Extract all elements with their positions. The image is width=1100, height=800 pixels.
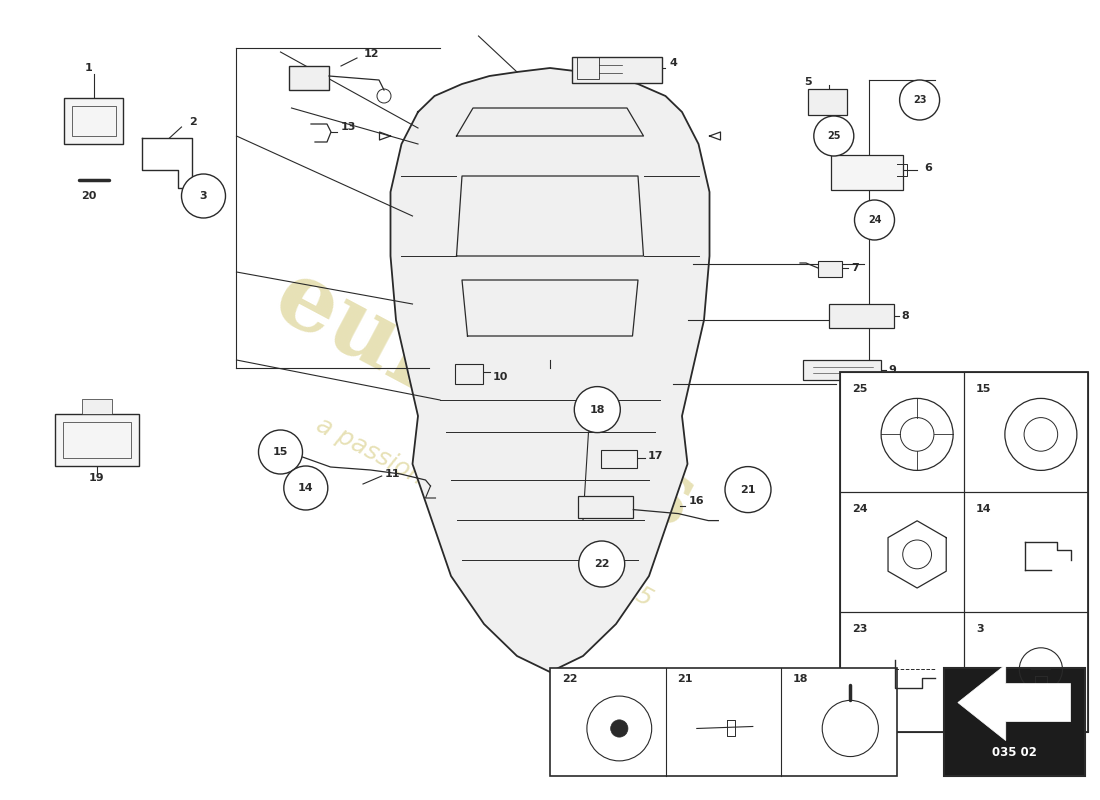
Text: 19: 19 (89, 473, 104, 483)
Text: 25: 25 (827, 131, 840, 141)
Text: 6: 6 (924, 163, 932, 173)
Text: 4: 4 (669, 58, 676, 68)
Polygon shape (390, 68, 710, 672)
Text: 16: 16 (689, 495, 704, 506)
Text: 20: 20 (80, 191, 96, 201)
Text: 17: 17 (648, 451, 663, 462)
Text: 13: 13 (341, 122, 356, 132)
Bar (601, 450, 637, 469)
Bar (81, 399, 112, 414)
Text: 035 02: 035 02 (992, 746, 1036, 758)
Text: 5: 5 (805, 77, 812, 87)
Bar (818, 261, 842, 277)
Text: 15: 15 (273, 447, 288, 457)
Bar (830, 155, 903, 190)
Bar (840, 372, 964, 492)
Text: 3: 3 (200, 191, 207, 201)
Bar (63, 422, 131, 458)
Bar (55, 414, 139, 466)
Bar (803, 359, 881, 379)
Text: 14: 14 (298, 483, 314, 493)
Text: 18: 18 (590, 405, 605, 414)
Bar (829, 304, 894, 328)
Text: a passion for parts since 1985: a passion for parts since 1985 (311, 413, 657, 611)
Bar (964, 612, 1088, 732)
Circle shape (258, 430, 303, 474)
Text: 22: 22 (562, 674, 578, 684)
Bar (944, 668, 1085, 776)
Text: 21: 21 (740, 485, 756, 494)
Text: 23: 23 (913, 95, 926, 105)
Bar (840, 372, 1088, 732)
Text: eurocars: eurocars (258, 251, 710, 549)
Text: 11: 11 (385, 469, 400, 478)
Polygon shape (958, 665, 1070, 741)
Bar (964, 492, 1088, 612)
Circle shape (610, 720, 628, 737)
Text: 15: 15 (976, 384, 991, 394)
Circle shape (855, 200, 894, 240)
Circle shape (725, 466, 771, 513)
Text: 2: 2 (189, 117, 197, 127)
Text: 10: 10 (493, 372, 508, 382)
Bar (72, 106, 116, 136)
Circle shape (579, 541, 625, 587)
Bar (289, 66, 329, 90)
Bar (455, 364, 483, 384)
Bar (550, 668, 896, 776)
Text: 22: 22 (594, 559, 609, 569)
Text: 21: 21 (678, 674, 693, 684)
Text: 12: 12 (364, 49, 380, 59)
Text: 24: 24 (868, 215, 881, 225)
Bar (578, 57, 600, 79)
Bar (840, 612, 964, 732)
Text: 7: 7 (851, 263, 859, 273)
Bar (840, 492, 964, 612)
Text: 14: 14 (976, 504, 992, 514)
Text: 18: 18 (793, 674, 808, 684)
Text: 1: 1 (85, 63, 92, 73)
Circle shape (182, 174, 225, 218)
Text: 24: 24 (852, 504, 868, 514)
Text: 8: 8 (901, 311, 909, 321)
Circle shape (574, 386, 620, 433)
Text: 9: 9 (888, 365, 895, 374)
Circle shape (284, 466, 328, 510)
Circle shape (900, 80, 939, 120)
Bar (572, 57, 662, 83)
Text: 25: 25 (852, 384, 868, 394)
Circle shape (814, 116, 854, 156)
Bar (64, 98, 123, 144)
Bar (808, 89, 847, 115)
Text: 3: 3 (976, 624, 983, 634)
Bar (964, 372, 1088, 492)
Text: 23: 23 (852, 624, 868, 634)
Bar (579, 495, 634, 518)
